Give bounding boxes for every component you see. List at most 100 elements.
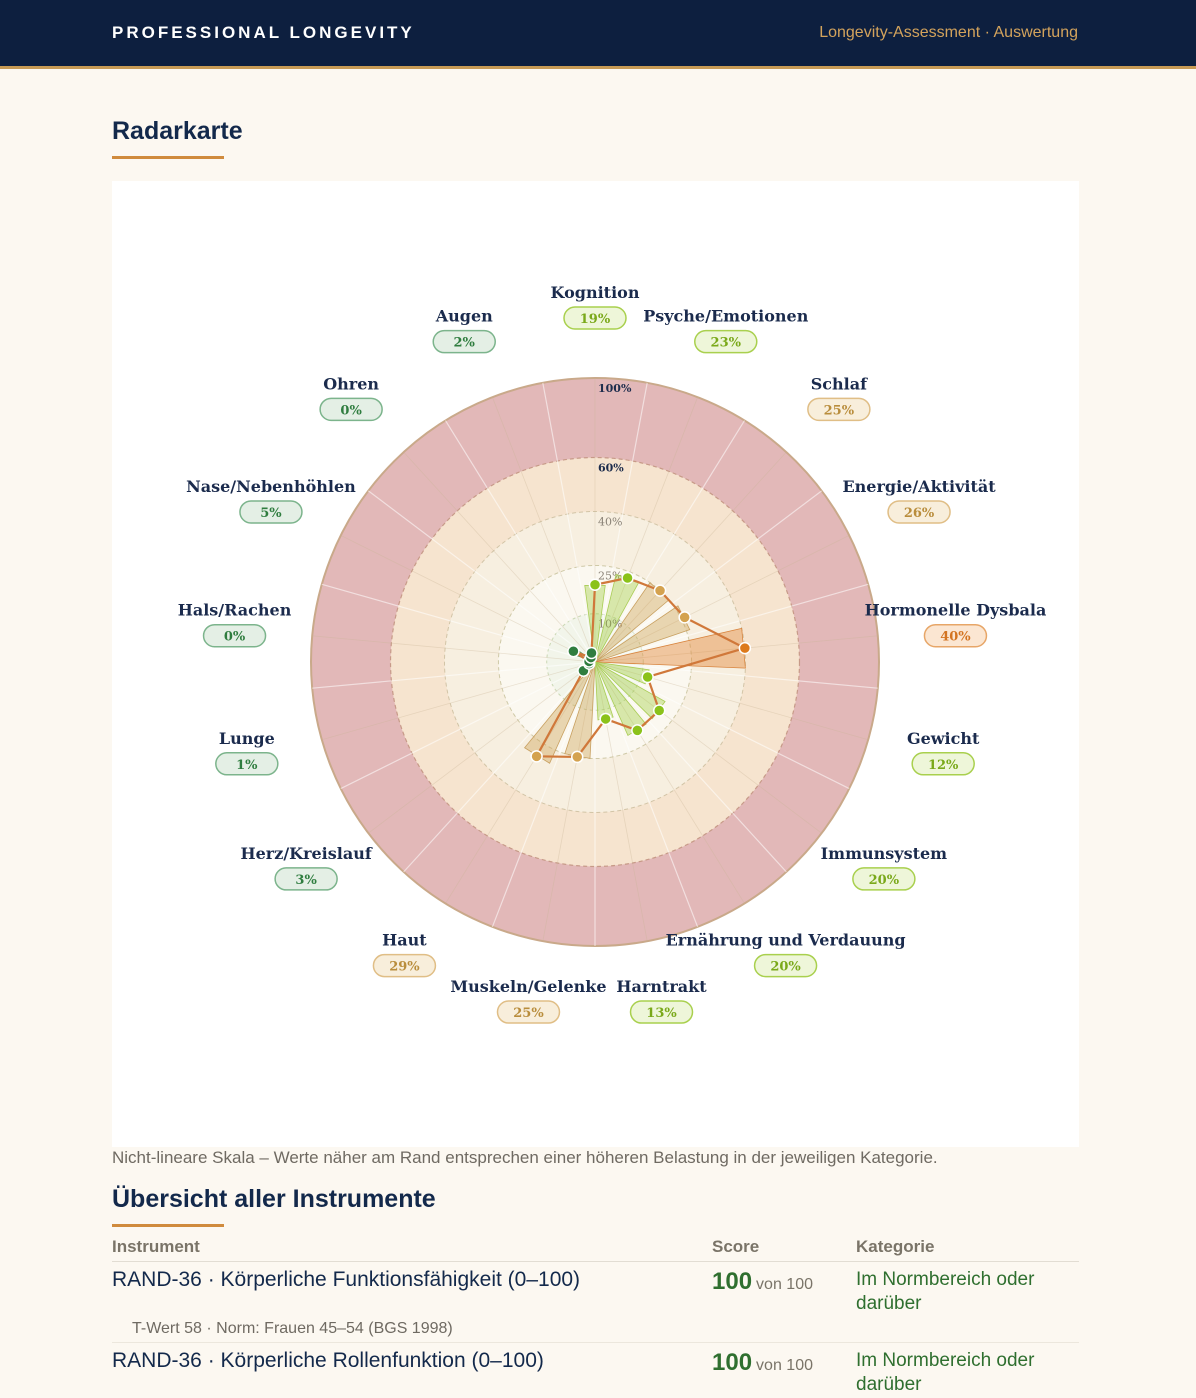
radar-spoke [594, 382, 648, 663]
radar-value-label: 0% [224, 630, 246, 645]
radar-value-badge [274, 867, 338, 891]
radar-axis [492, 397, 596, 663]
radar-axis [594, 635, 878, 663]
radar-category-label: Haut [382, 931, 427, 950]
radar-axis [321, 661, 596, 741]
radar-value-badge [753, 953, 818, 978]
radar-value-label: 25% [513, 1006, 544, 1021]
radar-category-label: Muskeln/Gelenke [450, 977, 606, 996]
radar-spoke [312, 661, 596, 689]
radar-spoke [594, 661, 850, 790]
radar-axis [340, 535, 596, 663]
radar-value-label: 26% [904, 506, 935, 521]
radar-axis [542, 661, 596, 942]
radar-value-badge [923, 623, 988, 648]
radar-value-label: 40% [940, 630, 971, 645]
radar-value-badge [887, 500, 951, 524]
radar-axis [594, 535, 850, 663]
top-bar: PROFESSIONAL LONGEVITY Longevity-Assessm… [0, 0, 1196, 69]
radar-value-badge [911, 752, 975, 776]
radar-spoke [594, 661, 878, 689]
radar-point [585, 646, 598, 660]
radar-value-label: 12% [928, 758, 959, 773]
radar-category-label: Augen [435, 307, 493, 326]
table-row[interactable]: RAND-36 · Körperliche Funktionsfähigkeit… [112, 1262, 1079, 1316]
radar-point [678, 611, 691, 624]
radar-value-label: 2% [454, 336, 476, 351]
radar-axis [594, 661, 869, 741]
radar-spoke [594, 661, 787, 873]
radar-spoke [403, 661, 596, 873]
radar-heading: Radarkarte [112, 117, 243, 145]
radar-spoke [340, 661, 596, 790]
radar-point [738, 641, 752, 655]
radar-category-label: Ernährung und Verdauung [666, 931, 906, 950]
radar-value-label: 29% [389, 960, 420, 975]
radar-chart-panel: 10% 25% 40% 60% 100% Kognition 19% Psyche/Emoti… [112, 181, 1079, 1147]
radar-point [588, 578, 602, 592]
radar-value-label: 3% [295, 873, 317, 888]
radar-spoke [444, 420, 596, 663]
instrument-table: Instrument Score Kategorie RAND-36 · Kör… [112, 1233, 1079, 1397]
radar-point [631, 724, 644, 737]
radar-value-label: 5% [260, 506, 282, 521]
radar-value-badge [202, 623, 267, 648]
radar-point [567, 644, 580, 658]
radar-axis [594, 451, 787, 663]
brand-logo-text[interactable]: PROFESSIONAL LONGEVITY [112, 23, 415, 42]
radar-category-label: Herz/Kreislauf [241, 844, 373, 863]
radar-value-badge [432, 329, 496, 354]
radar-point [652, 704, 666, 717]
radar-value-label: 23% [711, 336, 742, 351]
radar-spoke [594, 661, 699, 928]
radar-ring-label: 10% [598, 618, 622, 631]
radar-category-label: Energie/Aktivität [842, 477, 996, 496]
radar-ring-label: 100% [598, 382, 632, 395]
radar-spoke [594, 583, 869, 663]
radar-axis [312, 635, 596, 663]
radar-value-badge [239, 500, 303, 524]
radar-value-badge [629, 1000, 694, 1024]
radar-category-label: Psyche/Emotionen [643, 307, 808, 326]
radar-spoke [594, 420, 746, 663]
radar-spoke [368, 490, 596, 663]
radar-value-badge [807, 397, 871, 422]
instrument-meta: T-Wert 58 · Norm: Frauen 45–54 (BGS 1998… [132, 1320, 453, 1337]
radar-value-badge [852, 867, 916, 891]
column-header-score: Score [712, 1237, 760, 1256]
column-header-instrument: Instrument [112, 1237, 200, 1256]
radar-axis [594, 397, 698, 663]
radar-axis [403, 451, 596, 663]
radar-category-label: Kognition [551, 283, 640, 302]
category-label: Im Normbereich oder darüber [856, 1269, 1035, 1314]
radar-value-label: 25% [824, 403, 855, 418]
radar-point [653, 584, 667, 597]
radar-category-label: Harntrakt [616, 977, 707, 996]
table-row[interactable]: RAND-36 · Körperliche Rollenfunktion (0–… [112, 1342, 1079, 1397]
radar-category-label: Gewicht [907, 729, 980, 748]
overview-heading: Übersicht aller Instrumente [112, 1185, 436, 1213]
scale-note: Nicht-lineare Skala – Werte näher am Ran… [112, 1148, 938, 1167]
heading-underline [112, 156, 224, 159]
radar-value-badge [215, 752, 279, 776]
radar-axis [594, 661, 822, 834]
radar-category-label: Schlaf [811, 374, 868, 393]
radar-value-badge [563, 306, 627, 330]
radar-spoke [594, 490, 822, 663]
radar-category-label: Lunge [219, 729, 275, 748]
radar-point [571, 750, 584, 764]
radar-category-label: Hals/Rachen [178, 601, 292, 620]
category-label: Im Normbereich oder darüber [856, 1350, 1035, 1395]
score-max: von 100 [756, 1276, 813, 1293]
radar-spoke [321, 583, 596, 663]
column-header-category: Kategorie [856, 1237, 935, 1256]
radar-value-label: 20% [869, 873, 900, 888]
radar-point [599, 712, 612, 726]
radar-category-label: Immunsystem [821, 844, 947, 863]
radar-point [530, 750, 543, 763]
radar-value-label: 19% [580, 312, 611, 327]
radar-category-label: Hormonelle Dysbala [865, 601, 1047, 620]
radar-spoke [542, 382, 596, 663]
radar-axis [368, 661, 596, 834]
radar-point [621, 571, 634, 585]
